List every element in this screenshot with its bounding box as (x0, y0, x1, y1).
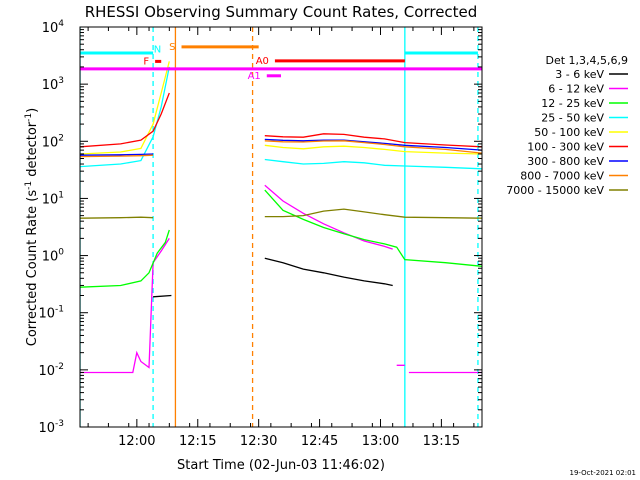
plot-frame (79, 26, 483, 428)
annotation-0: N (154, 44, 161, 55)
flag-label-6: F (143, 56, 149, 67)
legend-label-3: 25 - 50 keV (541, 112, 604, 125)
series-line-7 (80, 140, 482, 158)
footer-timestamp: 19-Oct-2021 02:01 (570, 469, 636, 477)
x-tick-label-1: 12:15 (179, 434, 216, 449)
flag-layer: S A0 A1 FN (80, 42, 482, 82)
legend-label-4: 50 - 100 keV (534, 126, 604, 139)
y-tick-label-1: 10-2 (38, 362, 64, 379)
series-line-6 (80, 138, 482, 156)
legend-label-1: 6 - 12 keV (548, 83, 604, 96)
series-line-1 (80, 184, 482, 374)
x-tick-label-5: 13:15 (423, 434, 460, 449)
x-tick-label-0: 12:00 (118, 434, 155, 449)
flag-label-2: S (169, 42, 175, 53)
series-line-2 (80, 189, 482, 288)
chart-title: RHESSI Observing Summary Count Rates, Co… (85, 3, 478, 21)
x-tick-label-2: 12:30 (240, 434, 277, 449)
legend-label-7: 800 - 7000 keV (520, 170, 604, 183)
legend-label-0: 3 - 6 keV (555, 68, 604, 81)
y-tick-label-0: 10-3 (38, 419, 64, 436)
legend-label-8: 7000 - 15000 keV (506, 184, 604, 197)
legend-label-6: 300 - 800 keV (527, 155, 604, 168)
flag-label-5: A1 (248, 71, 261, 82)
x-tick-label-3: 12:45 (301, 434, 338, 449)
axes-layer: 12:00 12:15 12:30 12:45 13:00 13:15 10-3 10-2 10… (38, 19, 482, 449)
legend-label-5: 100 - 300 keV (527, 141, 604, 154)
series-line-3 (80, 66, 482, 170)
legend-title: Det 1,3,4,5,6,9 (545, 54, 628, 67)
legend-label-2: 12 - 25 keV (541, 97, 604, 110)
y-tick-label-7: 104 (42, 19, 65, 36)
series-line-5 (80, 92, 482, 148)
series-line-0 (153, 257, 393, 298)
y-tick-label-3: 100 (42, 248, 65, 265)
y-tick-label-6: 103 (42, 76, 64, 93)
x-tick-label-4: 13:00 (362, 434, 399, 449)
flag-label-3: A0 (256, 56, 269, 67)
y-tick-label-5: 102 (42, 133, 64, 150)
x-axis-label: Start Time (02-Jun-03 11:46:02) (177, 458, 385, 473)
series-line-8 (80, 208, 482, 219)
y-tick-label-4: 101 (42, 190, 64, 207)
y-tick-label-2: 10-1 (38, 305, 64, 322)
series-layer (80, 61, 482, 374)
reference-lines (80, 27, 479, 427)
y-axis-label: Corrected Count Rate (s-1 detector-1) (24, 108, 40, 346)
